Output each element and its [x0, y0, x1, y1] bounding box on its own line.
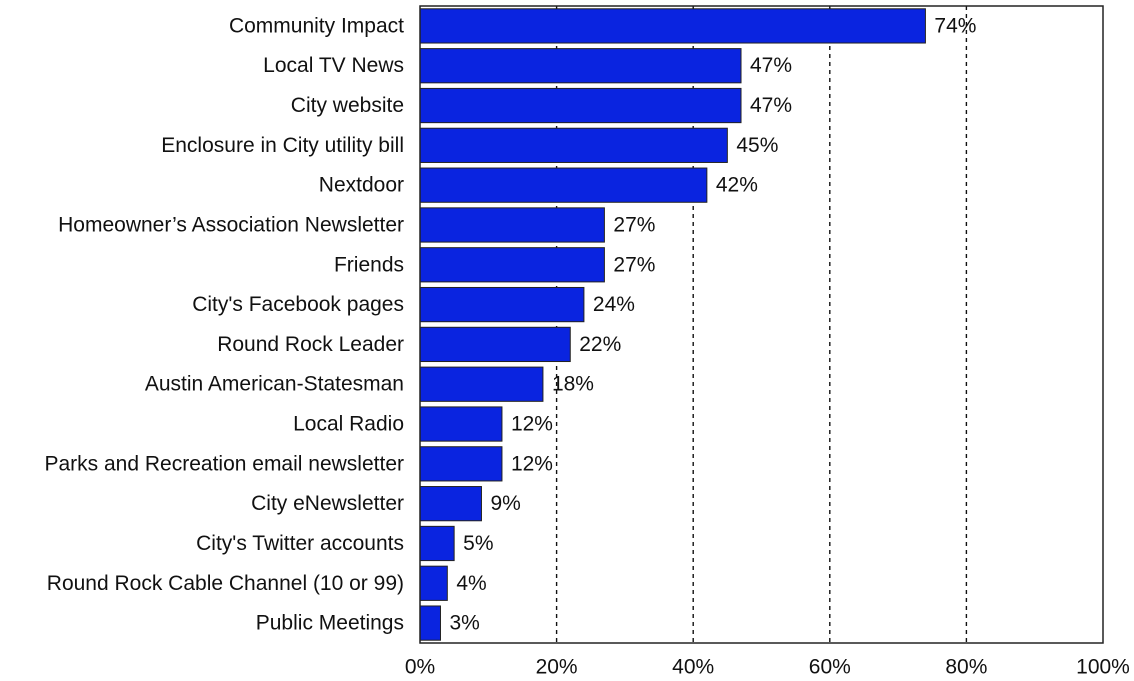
- bar: [419, 486, 482, 522]
- category-label: Parks and Recreation email newsletter: [44, 452, 404, 475]
- bar: [419, 525, 455, 562]
- data-label: 18%: [552, 373, 594, 396]
- x-tick-label: 80%: [945, 656, 987, 677]
- x-tick-label: 60%: [809, 656, 851, 677]
- x-tick-label: 100%: [1076, 656, 1130, 677]
- bar: [419, 286, 585, 323]
- bar: [419, 406, 503, 442]
- bar: [419, 605, 441, 641]
- data-label: 4%: [456, 572, 486, 595]
- bar: [419, 446, 503, 482]
- x-tick-label: 0%: [405, 656, 435, 677]
- bar: [419, 48, 742, 84]
- plot-area-frame: [419, 5, 1104, 644]
- data-label: 12%: [511, 452, 553, 475]
- category-label: City website: [291, 94, 404, 117]
- data-label: 45%: [736, 134, 778, 157]
- data-labels: 74% 47% 47% 45% 42% 27% 27% 24% 22% 18% 12% 12% 9% 5%…: [449, 14, 976, 634]
- x-tick-label: 20%: [536, 656, 578, 677]
- category-label: Austin American-Statesman: [145, 373, 404, 396]
- category-label: City eNewsletter: [251, 492, 404, 515]
- data-label: 3%: [449, 612, 479, 635]
- x-tick-label: 40%: [672, 656, 714, 677]
- bar: [419, 565, 448, 601]
- data-label: 24%: [593, 293, 635, 316]
- data-label: 27%: [613, 213, 655, 236]
- category-label: Friends: [334, 253, 404, 276]
- bar: [419, 87, 742, 124]
- bar: [419, 207, 605, 243]
- category-label: Round Rock Leader: [217, 333, 404, 356]
- data-label: 42%: [716, 174, 758, 197]
- bar: [419, 247, 605, 283]
- bar: [419, 326, 571, 363]
- category-label: Local Radio: [293, 413, 404, 436]
- data-label: 5%: [463, 532, 493, 555]
- data-label: 74%: [934, 14, 976, 37]
- category-label: Community Impact: [229, 14, 404, 37]
- data-label: 47%: [750, 54, 792, 77]
- data-label: 27%: [613, 253, 655, 276]
- x-axis-ticks: 0% 20% 40% 60% 80% 100%: [405, 656, 1130, 679]
- data-label: 12%: [511, 413, 553, 436]
- bar: [419, 366, 544, 402]
- category-label: City's Facebook pages: [192, 293, 404, 316]
- category-label: Homeowner’s Association Newsletter: [58, 213, 404, 236]
- category-label: Nextdoor: [319, 174, 404, 197]
- bars: [419, 8, 926, 641]
- category-label: Round Rock Cable Channel (10 or 99): [47, 572, 404, 595]
- bar: [419, 127, 728, 163]
- bar: [419, 8, 926, 44]
- category-label: Local TV News: [263, 54, 404, 77]
- bar: [419, 167, 708, 203]
- category-label: City's Twitter accounts: [196, 532, 404, 555]
- category-label: Public Meetings: [256, 612, 404, 635]
- category-label: Enclosure in City utility bill: [161, 134, 404, 157]
- category-labels: Community Impact Local TV News City websit…: [44, 14, 404, 634]
- data-label: 9%: [490, 492, 520, 515]
- data-label: 47%: [750, 94, 792, 117]
- data-label: 22%: [579, 333, 621, 356]
